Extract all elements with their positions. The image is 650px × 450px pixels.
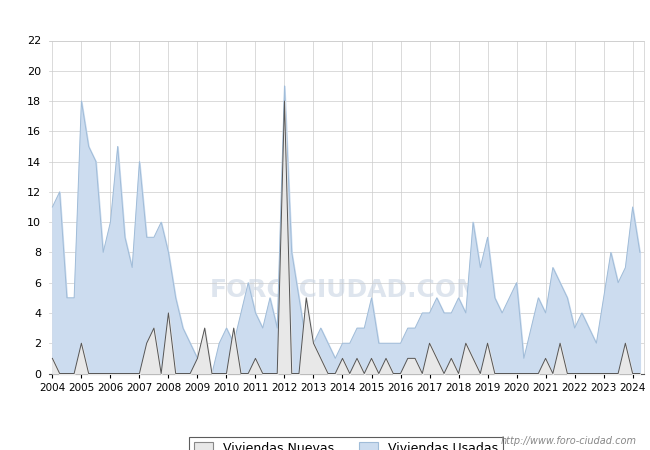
Text: FORO-CIUDAD.COM: FORO-CIUDAD.COM [210,278,482,302]
Legend: Viviendas Nuevas, Viviendas Usadas: Viviendas Nuevas, Viviendas Usadas [189,437,503,450]
Text: Teba - Evolucion del Nº de Transacciones Inmobiliarias: Teba - Evolucion del Nº de Transacciones… [107,13,543,28]
Text: http://www.foro-ciudad.com: http://www.foro-ciudad.com [501,436,637,446]
